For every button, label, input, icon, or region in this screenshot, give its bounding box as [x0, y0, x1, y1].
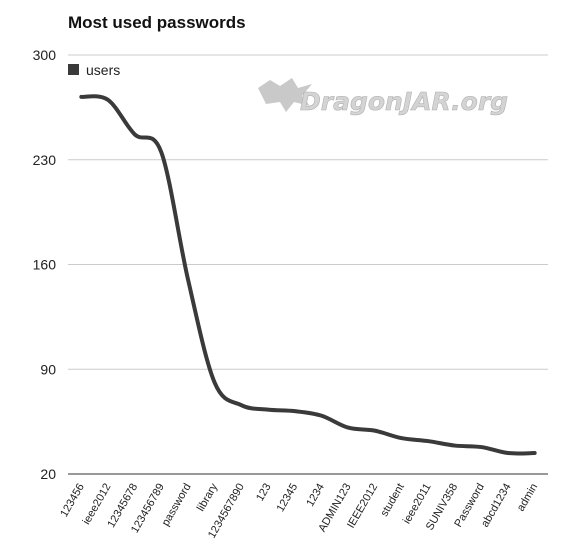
data-point	[133, 132, 137, 136]
x-tick-label: 12345	[275, 482, 301, 514]
legend: users	[68, 62, 120, 78]
data-point	[106, 98, 110, 102]
data-point	[79, 95, 83, 99]
legend-swatch	[68, 64, 79, 75]
data-point	[453, 444, 457, 448]
watermark-logo: DragonJAR.org	[258, 78, 508, 116]
data-point	[479, 445, 483, 449]
data-point	[266, 408, 270, 412]
data-points	[79, 95, 537, 455]
data-point	[426, 439, 430, 443]
data-point	[293, 409, 297, 413]
data-point	[506, 451, 510, 455]
data-point	[399, 436, 403, 440]
y-tick-label: 90	[40, 361, 56, 377]
watermark-text: DragonJAR.org	[300, 87, 508, 116]
dragon-icon	[258, 78, 312, 112]
x-tick-label: student	[378, 482, 406, 519]
data-point	[533, 451, 537, 455]
data-point	[213, 381, 217, 385]
x-tick-label: 1234	[304, 482, 327, 509]
data-point	[239, 403, 243, 407]
data-point	[373, 429, 377, 433]
data-point	[159, 150, 163, 154]
y-tick-label: 300	[33, 47, 57, 63]
x-tick-label: 123	[254, 482, 274, 504]
data-point	[186, 277, 190, 281]
x-tick-label: admin	[515, 482, 540, 514]
y-tick-label: 230	[33, 152, 57, 168]
series-line-users	[79, 94, 537, 456]
legend-label: users	[86, 62, 120, 78]
grid	[68, 54, 548, 475]
y-tick-label: 20	[40, 466, 56, 482]
x-tick-label: 123456	[58, 482, 87, 520]
y-axis-labels: 300 230 160 90 20	[33, 47, 57, 482]
data-point	[319, 414, 323, 418]
chart-title: Most used passwords	[68, 13, 246, 32]
data-point	[346, 426, 350, 430]
x-tick-label: library	[195, 481, 221, 513]
y-tick-label: 160	[33, 257, 57, 273]
